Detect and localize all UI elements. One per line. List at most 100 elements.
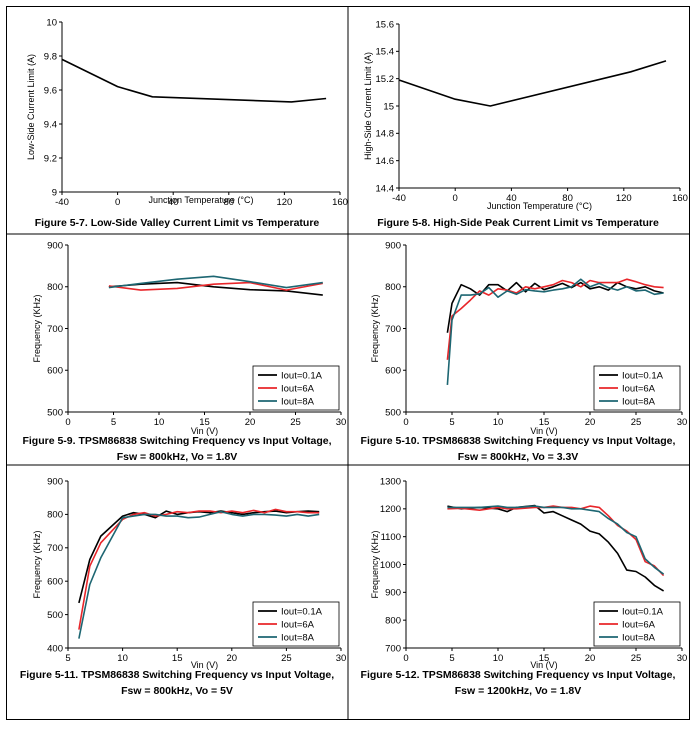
y-tick-label: 800	[385, 615, 401, 626]
y-tick-label: 1200	[380, 504, 401, 515]
y-tick-label: 9.8	[44, 51, 57, 62]
y-tick-label: 700	[385, 324, 401, 335]
figure-caption: Figure 5-8. High-Side Peak Current Limit…	[377, 217, 659, 229]
y-tick-label: 15	[383, 101, 394, 112]
x-tick-label: 25	[281, 653, 292, 664]
series-line-2	[446, 278, 664, 360]
x-tick-label: 25	[290, 417, 301, 428]
y-tick-label: 15.6	[376, 19, 395, 30]
x-tick-label: 0	[453, 193, 458, 204]
y-axis-label: Frequency (KHz)	[32, 530, 42, 598]
legend-label: Iout=6A	[281, 619, 315, 630]
series-line-2	[108, 281, 323, 291]
x-axis-label: Vin (V)	[191, 660, 218, 670]
series-line-1	[61, 58, 327, 103]
x-axis-label: Junction Temperature (°C)	[149, 195, 254, 205]
x-tick-label: 5	[449, 417, 454, 428]
x-axis-label: Vin (V)	[191, 426, 218, 436]
legend-label: Iout=8A	[281, 632, 315, 643]
y-tick-label: 800	[47, 510, 63, 521]
x-tick-label: 80	[224, 197, 235, 208]
x-tick-label: 30	[336, 653, 347, 664]
y-tick-label: 800	[47, 282, 63, 293]
x-tick-label: 30	[677, 417, 688, 428]
x-tick-label: 15	[199, 417, 210, 428]
chart-3: 500 600 700 800 900 0 5 10 15 20 25 30 Vin (V) Freque…	[22, 240, 346, 463]
figure-caption: Figure 5-11. TPSM86838 Switching Frequen…	[20, 669, 334, 681]
y-tick-label: 9	[52, 187, 57, 198]
series-line-2	[447, 505, 665, 577]
x-tick-label: 30	[677, 653, 688, 664]
figure-caption: Figure 5-12. TPSM86838 Switching Frequen…	[361, 669, 676, 681]
figure-caption: Fsw = 1200kHz, Vo = 1.8V	[455, 685, 581, 697]
figure-caption: Fsw = 800kHz, Vo = 3.3V	[458, 451, 579, 463]
x-tick-label: 5	[65, 653, 70, 664]
x-tick-label: 5	[111, 417, 116, 428]
chart-2: 14.4 14.6 14.8 15 15.2 15.4 15.6 -40 0 40 80 120 160…	[363, 19, 688, 229]
chart-6: 700 800 900 1000 1100 1200 1300 0 5 10 15 20 25 30 Vin…	[361, 476, 688, 697]
legend: Iout=0.1A Iout=6A Iout=8A	[252, 601, 340, 647]
x-tick-label: 160	[672, 193, 688, 204]
x-tick-label: 15	[539, 417, 550, 428]
y-tick-label: 700	[47, 543, 63, 554]
y-tick-label: 500	[47, 610, 63, 621]
series-line-1	[398, 60, 667, 107]
x-tick-label: 5	[449, 653, 454, 664]
y-axis-label: High-Side Current Limit (A)	[363, 52, 373, 160]
x-tick-label: 10	[493, 417, 504, 428]
y-tick-label: 600	[47, 577, 63, 588]
x-tick-label: 0	[403, 417, 408, 428]
y-tick-label: 14.6	[376, 156, 395, 167]
series-line-1	[447, 504, 665, 592]
x-axis-label: Vin (V)	[530, 426, 557, 436]
figure-caption: Figure 5-10. TPSM86838 Switching Frequen…	[361, 435, 676, 447]
series-line-3	[108, 275, 323, 289]
y-tick-label: 1300	[380, 476, 401, 487]
y-axis-label: Frequency (KHz)	[370, 530, 380, 598]
x-tick-label: 120	[276, 197, 292, 208]
legend-label: Iout=6A	[622, 383, 656, 394]
charts-root: 9 9.2 9.4 9.6 9.8 10 -40 0 40 80 120 160 Junction Te…	[20, 17, 688, 697]
x-tick-label: 15	[539, 653, 550, 664]
x-axis-label: Vin (V)	[530, 660, 557, 670]
legend-label: Iout=8A	[622, 632, 656, 643]
figure-caption: Figure 5-9. TPSM86838 Switching Frequenc…	[22, 435, 331, 447]
x-tick-label: 10	[154, 417, 165, 428]
x-tick-label: 10	[117, 653, 128, 664]
y-tick-label: 500	[385, 407, 401, 418]
x-tick-label: 20	[245, 417, 256, 428]
y-tick-label: 14.4	[376, 183, 395, 194]
figure-caption: Figure 5-7. Low-Side Valley Current Limi…	[35, 217, 320, 229]
x-tick-label: 20	[585, 653, 596, 664]
x-tick-label: -40	[392, 193, 406, 204]
y-tick-label: 800	[385, 282, 401, 293]
x-tick-label: 40	[506, 193, 517, 204]
series-line-3	[447, 505, 665, 575]
legend-label: Iout=0.1A	[281, 606, 323, 617]
x-tick-label: 20	[585, 417, 596, 428]
x-tick-label: 15	[172, 653, 183, 664]
y-tick-label: 900	[47, 476, 63, 487]
grid-frame	[6, 6, 690, 720]
y-tick-label: 900	[385, 240, 401, 251]
chart-4: 500 600 700 800 900 0 5 10 15 20 25 30 Vin (V) Freque…	[361, 240, 688, 463]
y-tick-label: 14.8	[376, 129, 395, 140]
legend-label: Iout=8A	[622, 396, 656, 407]
y-tick-label: 1100	[381, 532, 401, 543]
y-tick-label: 400	[47, 643, 63, 654]
y-axis-label: Low-Side Current Limit (A)	[26, 54, 36, 160]
y-tick-label: 15.2	[376, 74, 395, 85]
y-axis-label: Frequency (KHz)	[32, 294, 42, 362]
y-tick-label: 700	[47, 324, 63, 335]
series-line-3	[446, 278, 664, 385]
legend-label: Iout=6A	[281, 383, 315, 394]
legend-label: Iout=8A	[281, 396, 315, 407]
x-tick-label: 10	[493, 653, 504, 664]
x-tick-label: 25	[631, 417, 642, 428]
y-tick-label: 600	[47, 366, 63, 377]
legend-label: Iout=0.1A	[622, 370, 664, 381]
x-tick-label: 30	[336, 417, 347, 428]
x-tick-label: 25	[631, 653, 642, 664]
x-tick-label: 80	[562, 193, 573, 204]
